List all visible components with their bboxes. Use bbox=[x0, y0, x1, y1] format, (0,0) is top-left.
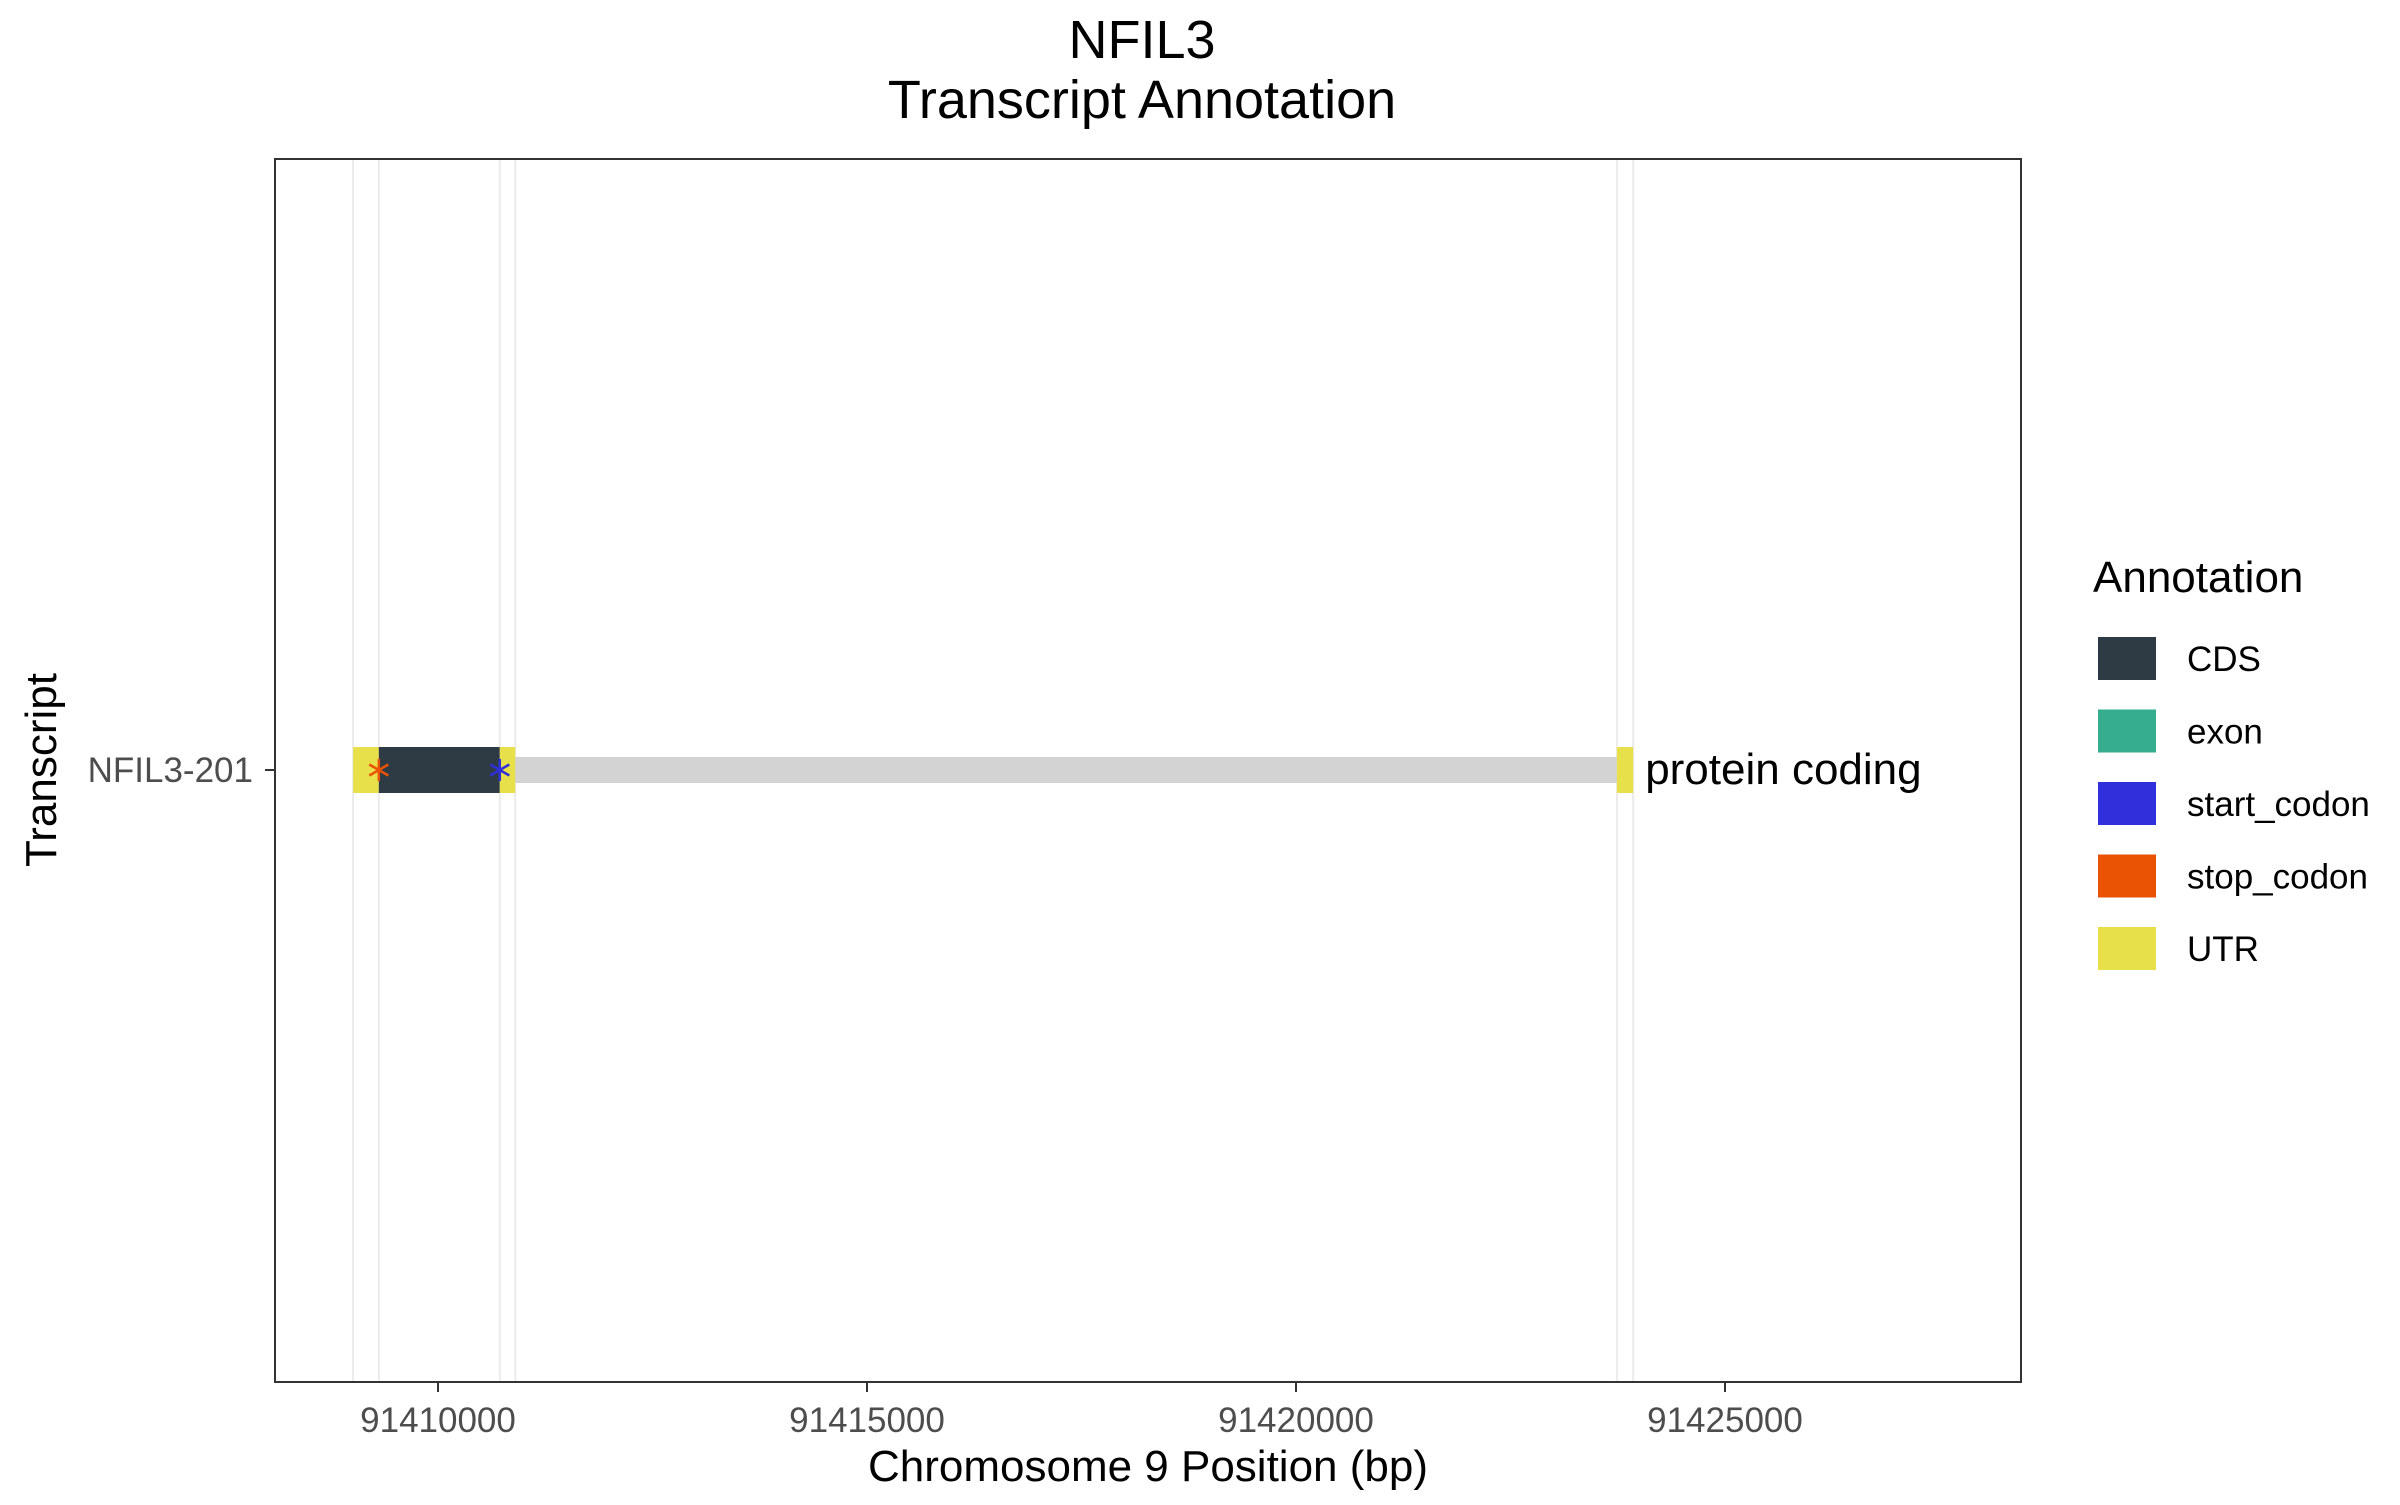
legend-key bbox=[2098, 782, 2156, 825]
chart-title: NFIL3 bbox=[1068, 10, 1215, 70]
feature-utr bbox=[1616, 747, 1634, 793]
feature-blocks bbox=[353, 747, 1634, 793]
legend-label: UTR bbox=[2187, 930, 2259, 969]
marker-stroke bbox=[489, 763, 510, 777]
legend-title: Annotation bbox=[2093, 553, 2303, 602]
chart-subtitle: Transcript Annotation bbox=[888, 70, 1396, 130]
legend-item: stop_codon bbox=[2098, 854, 2368, 898]
y-axis-title: Transcript bbox=[17, 673, 66, 867]
legend-key bbox=[2098, 927, 2156, 970]
legend-key bbox=[2098, 637, 2156, 680]
feature-cds bbox=[378, 747, 500, 793]
legend: Annotation CDS exon start_codon stop_codon U… bbox=[2093, 553, 2370, 970]
x-axis: 91410000 91415000 91420000 91425000 bbox=[360, 1382, 1803, 1440]
legend-item: CDS bbox=[2098, 637, 2261, 680]
feature-utr bbox=[353, 747, 379, 793]
legend-item: UTR bbox=[2098, 927, 2259, 970]
legend-key bbox=[2098, 854, 2156, 898]
transcript-biotype-label: protein coding bbox=[1645, 745, 1921, 794]
x-tick-label: 91410000 bbox=[360, 1401, 516, 1440]
legend-label: exon bbox=[2187, 713, 2263, 752]
stop-codon-marker bbox=[368, 759, 389, 781]
marker-stroke bbox=[368, 763, 389, 777]
legend-item: exon bbox=[2098, 709, 2263, 753]
x-tick-label: 91420000 bbox=[1218, 1401, 1374, 1440]
start-codon-marker bbox=[489, 759, 510, 781]
codon-markers bbox=[368, 759, 510, 781]
intron-lines bbox=[353, 757, 1634, 783]
feature-utr bbox=[499, 747, 516, 793]
y-tick-label: NFIL3-201 bbox=[88, 751, 253, 790]
x-axis-title: Chromosome 9 Position (bp) bbox=[868, 1442, 1428, 1491]
y-axis: NFIL3-201 bbox=[88, 751, 275, 790]
legend-items: CDS exon start_codon stop_codon UTR bbox=[2098, 637, 2370, 970]
transcript-labels: protein coding bbox=[1645, 745, 1921, 794]
legend-label: stop_codon bbox=[2187, 858, 2368, 897]
legend-label: start_codon bbox=[2187, 785, 2370, 824]
intron-line bbox=[353, 757, 1634, 783]
legend-item: start_codon bbox=[2098, 782, 2370, 825]
x-tick-label: 91425000 bbox=[1647, 1401, 1803, 1440]
x-tick-label: 91415000 bbox=[789, 1401, 945, 1440]
legend-label: CDS bbox=[2187, 640, 2261, 679]
legend-key bbox=[2098, 709, 2156, 753]
